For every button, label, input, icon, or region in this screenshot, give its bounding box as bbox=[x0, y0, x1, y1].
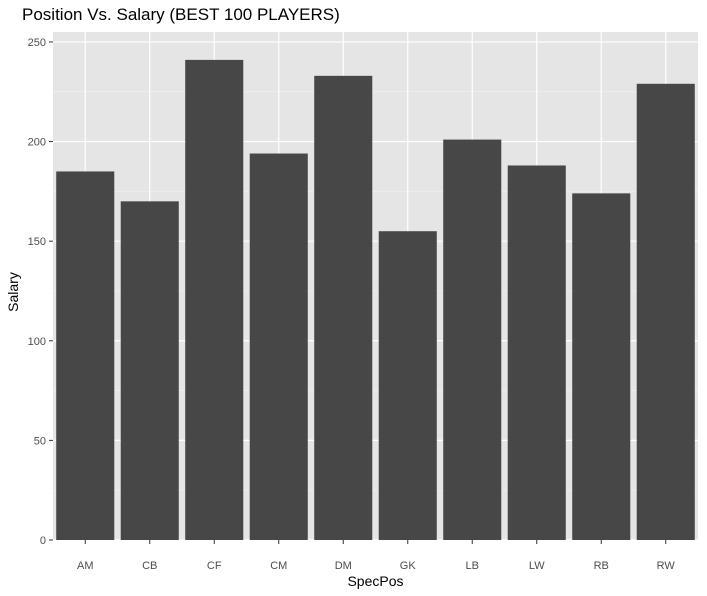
bar-dm bbox=[314, 75, 373, 540]
x-tick-label: CM bbox=[270, 560, 287, 572]
x-tick-label: AM bbox=[77, 560, 94, 572]
x-tick-label: LW bbox=[529, 560, 545, 572]
bar-rb bbox=[572, 193, 631, 541]
x-tick-label: RB bbox=[594, 560, 609, 572]
x-tick-label: CF bbox=[207, 560, 222, 572]
y-tick-label: 0 bbox=[40, 535, 46, 547]
y-tick-label: 100 bbox=[28, 336, 46, 348]
bars bbox=[56, 59, 695, 541]
bar-lw bbox=[507, 165, 566, 541]
bar-rw bbox=[636, 83, 695, 540]
x-axis-title: SpecPos bbox=[347, 573, 403, 589]
bar-lb bbox=[443, 139, 502, 540]
chart-title: Position Vs. Salary (BEST 100 PLAYERS) bbox=[22, 5, 340, 24]
x-tick-label: CB bbox=[142, 560, 157, 572]
y-tick-label: 150 bbox=[28, 236, 46, 248]
bar-am bbox=[56, 171, 115, 540]
y-tick-label: 250 bbox=[28, 37, 46, 49]
bar-cb bbox=[120, 201, 179, 541]
x-tick-label: RW bbox=[657, 560, 676, 572]
bar-cm bbox=[249, 153, 308, 540]
x-tick-label: GK bbox=[400, 560, 417, 572]
x-tick-label: LB bbox=[466, 560, 479, 572]
bar-gk bbox=[378, 231, 437, 540]
bar-cf bbox=[185, 59, 244, 540]
x-axis: AM CB CF CM DM GK LB LW RB RW bbox=[77, 540, 675, 572]
y-tick-label: 50 bbox=[34, 435, 46, 447]
y-axis-title: Salary bbox=[5, 272, 21, 312]
x-tick-label: DM bbox=[335, 560, 352, 572]
y-axis: 0 50 100 150 200 250 bbox=[28, 37, 53, 547]
y-tick-label: 200 bbox=[28, 137, 46, 149]
